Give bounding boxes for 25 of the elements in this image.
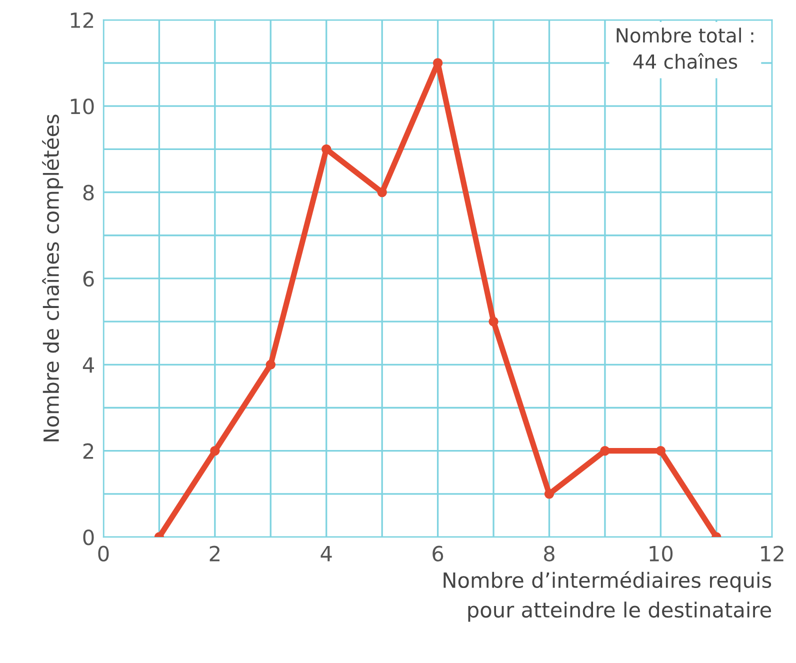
y-axis-title: Nombre de chaînes complétées	[42, 114, 64, 442]
x-tick-label: 8	[544, 546, 554, 562]
point	[210, 446, 220, 456]
x-tick-label: 10	[650, 546, 673, 562]
annotation: Nombre total : 44 chaînes	[616, 28, 754, 69]
y-tick-label: 2	[83, 443, 94, 459]
x-tick-label: 6	[432, 546, 444, 562]
y-tick-label: 4	[82, 357, 94, 373]
y-tick-label: 8	[83, 184, 94, 200]
y-tick-label: 6	[83, 270, 94, 287]
point	[488, 316, 498, 326]
x-tick-label: 4	[320, 546, 332, 562]
y-tick-label: 12	[70, 12, 94, 28]
x-axis-title: Nombre d’intermédiaires requis pour atteindre le destinataire	[444, 571, 772, 622]
x-tick-label: 2	[210, 546, 220, 562]
x-tick-label: 12	[761, 546, 784, 562]
y-tick-label: 10	[70, 98, 94, 114]
x-tick-label: 0	[98, 546, 109, 562]
point	[432, 58, 443, 68]
point	[656, 446, 666, 456]
y-tick-label: 0	[83, 529, 94, 546]
point	[266, 360, 276, 370]
point	[544, 489, 554, 499]
point	[377, 187, 387, 198]
point	[600, 446, 610, 456]
